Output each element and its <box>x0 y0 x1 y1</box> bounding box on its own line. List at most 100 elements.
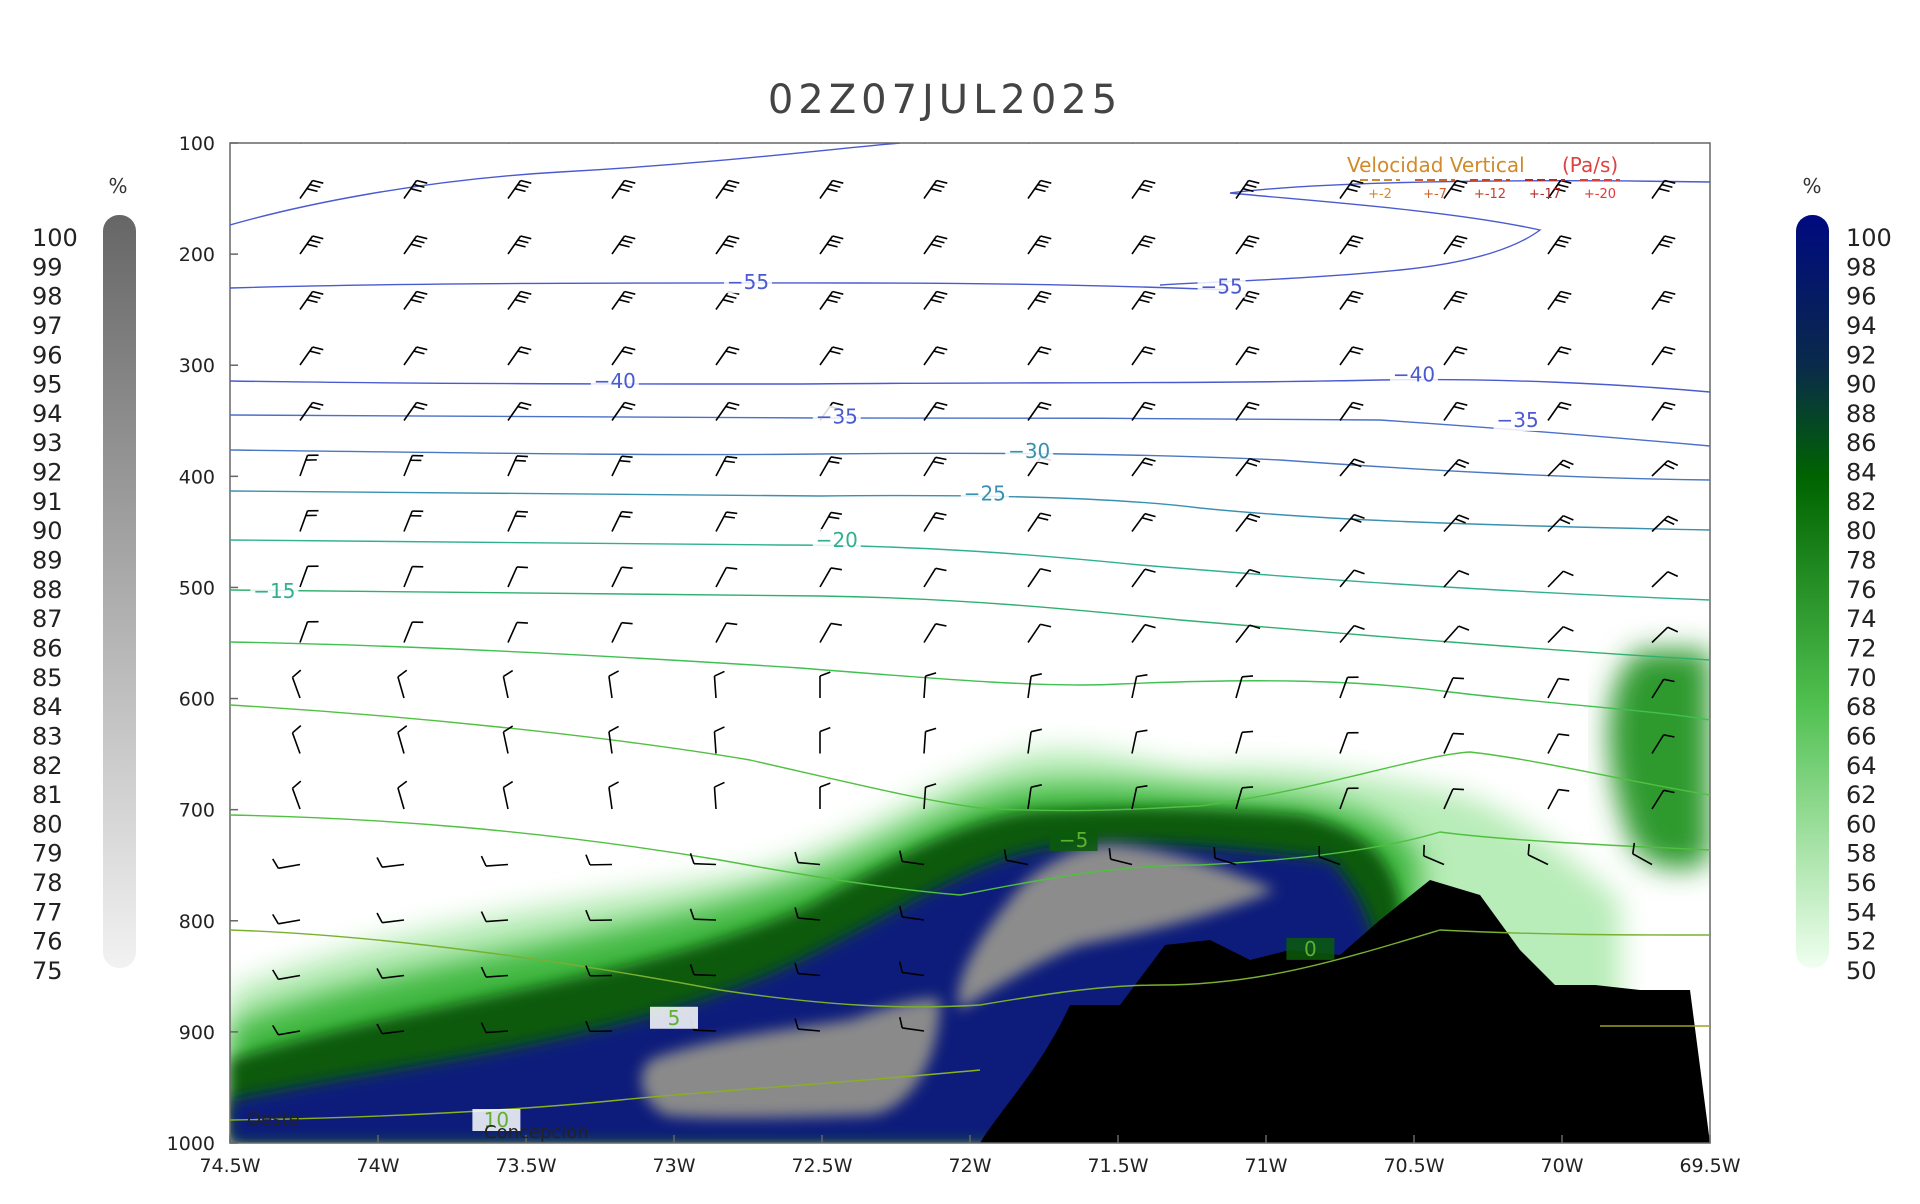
colorbar-label: 98 <box>32 283 63 311</box>
wind-barb <box>1028 236 1051 254</box>
wind-barb <box>1340 291 1363 309</box>
colorbar-label: 87 <box>32 605 63 633</box>
colorbar-label: 77 <box>32 898 63 926</box>
wind-barb <box>716 347 739 365</box>
colorbar-label: 50 <box>1846 957 1877 985</box>
wind-barb <box>609 782 619 809</box>
wind-barb <box>612 236 635 254</box>
wind-barb <box>1548 460 1573 476</box>
vertical-velocity-legend: Velocidad Vertical (Pa/s) +-2+-7+-12+-17… <box>1347 153 1620 202</box>
wind-barb <box>716 236 739 254</box>
y-tick-label: 200 <box>179 244 215 266</box>
contour-label: −15 <box>253 579 295 603</box>
wind-barb <box>503 671 512 698</box>
colorbar-label: 60 <box>1846 810 1877 838</box>
wind-barb <box>300 180 323 198</box>
colorbar-label: 95 <box>32 371 63 399</box>
chart-title: 02Z07JUL2025 <box>768 77 1122 123</box>
wind-barb <box>716 512 737 531</box>
colorbar-label: 97 <box>32 312 63 340</box>
wind-barb <box>612 180 635 198</box>
wind-barb <box>1132 569 1156 587</box>
wind-barb <box>714 782 724 809</box>
wind-barb <box>1652 402 1675 420</box>
legend-title: Velocidad Vertical <box>1347 153 1525 177</box>
colorbar-label: 80 <box>1846 517 1877 545</box>
wind-barb <box>1548 679 1569 698</box>
contour-10 <box>230 642 1710 720</box>
wind-barb <box>1028 624 1051 642</box>
wind-barb <box>1132 180 1155 198</box>
wind-barb <box>292 670 300 698</box>
wind-barb <box>820 783 830 809</box>
contour-20 <box>230 540 1710 600</box>
colorbar-label: 78 <box>1846 547 1877 575</box>
wind-barb <box>273 914 300 923</box>
wind-barb <box>924 291 947 309</box>
colorbar-label: 79 <box>32 840 63 868</box>
wind-barb <box>924 236 947 254</box>
wind-barb <box>1340 402 1363 420</box>
wind-barb <box>1652 236 1675 254</box>
right-colorbar: % 10098969492908886848280787674727068666… <box>1796 174 1892 985</box>
colorbar-label: 92 <box>1846 341 1877 369</box>
wind-barb <box>612 623 633 643</box>
y-tick-label: 500 <box>179 577 215 599</box>
wind-barb <box>820 672 830 698</box>
wind-barb <box>1132 347 1155 365</box>
x-tick-label: 70W <box>1541 1155 1584 1177</box>
wind-barb <box>1444 180 1467 198</box>
wind-barb <box>508 511 528 531</box>
colorbar-label: 74 <box>1846 605 1877 633</box>
colorbar-label: 62 <box>1846 781 1877 809</box>
x-tick-label: 72.5W <box>791 1155 852 1177</box>
wind-barb <box>612 567 633 587</box>
wind-barb <box>404 511 423 531</box>
x-tick-label: 73.5W <box>495 1155 556 1177</box>
legend-level: +-12 <box>1474 187 1506 202</box>
wind-barb <box>1444 291 1467 309</box>
y-tick-label: 800 <box>179 911 215 933</box>
right-colorbar-ramp <box>1796 215 1829 968</box>
wind-barb <box>1340 347 1363 365</box>
wind-barb <box>1132 236 1155 254</box>
wind-barb <box>924 673 936 698</box>
wind-barb <box>398 726 407 754</box>
wind-barb <box>508 180 531 198</box>
wind-barb <box>273 859 300 868</box>
colorbar-label: 68 <box>1846 693 1877 721</box>
wind-barb <box>924 568 946 587</box>
wind-barb <box>1132 291 1155 309</box>
wind-barb <box>300 236 323 254</box>
colorbar-label: 81 <box>32 781 63 809</box>
contour-40 <box>230 380 1710 392</box>
y-tick-label: 1000 <box>167 1133 215 1155</box>
x-tick-label: 72W <box>949 1155 992 1177</box>
x-tick-label: 70.5W <box>1383 1155 1444 1177</box>
wind-barb <box>1444 347 1467 365</box>
wind-barb <box>1548 516 1573 532</box>
y-tick-label: 900 <box>179 1022 215 1044</box>
humidity-east-green <box>1609 650 1710 869</box>
colorbar-label: 54 <box>1846 898 1877 926</box>
wind-barb <box>300 347 323 365</box>
colorbar-label: 76 <box>32 928 63 956</box>
wind-barb <box>1028 729 1042 753</box>
wind-barb <box>300 455 319 476</box>
wind-barb <box>1132 125 1155 143</box>
wind-barb <box>508 456 528 476</box>
wind-barb <box>377 913 404 923</box>
wind-barb <box>508 236 531 254</box>
wind-barb <box>1340 733 1359 754</box>
colorbar-label: 72 <box>1846 634 1877 662</box>
colorbar-label: 64 <box>1846 752 1877 780</box>
colorbar-label: 88 <box>1846 400 1877 428</box>
right-colorbar-labels: 1009896949290888684828078767472706866646… <box>1846 224 1892 985</box>
colorbar-label: 100 <box>32 224 78 252</box>
wind-barb <box>1340 459 1365 476</box>
wind-barb <box>716 457 737 476</box>
wind-barb <box>924 347 947 365</box>
wind-barb <box>714 671 724 698</box>
colorbar-label: 56 <box>1846 869 1877 897</box>
wind-barb <box>404 347 427 365</box>
